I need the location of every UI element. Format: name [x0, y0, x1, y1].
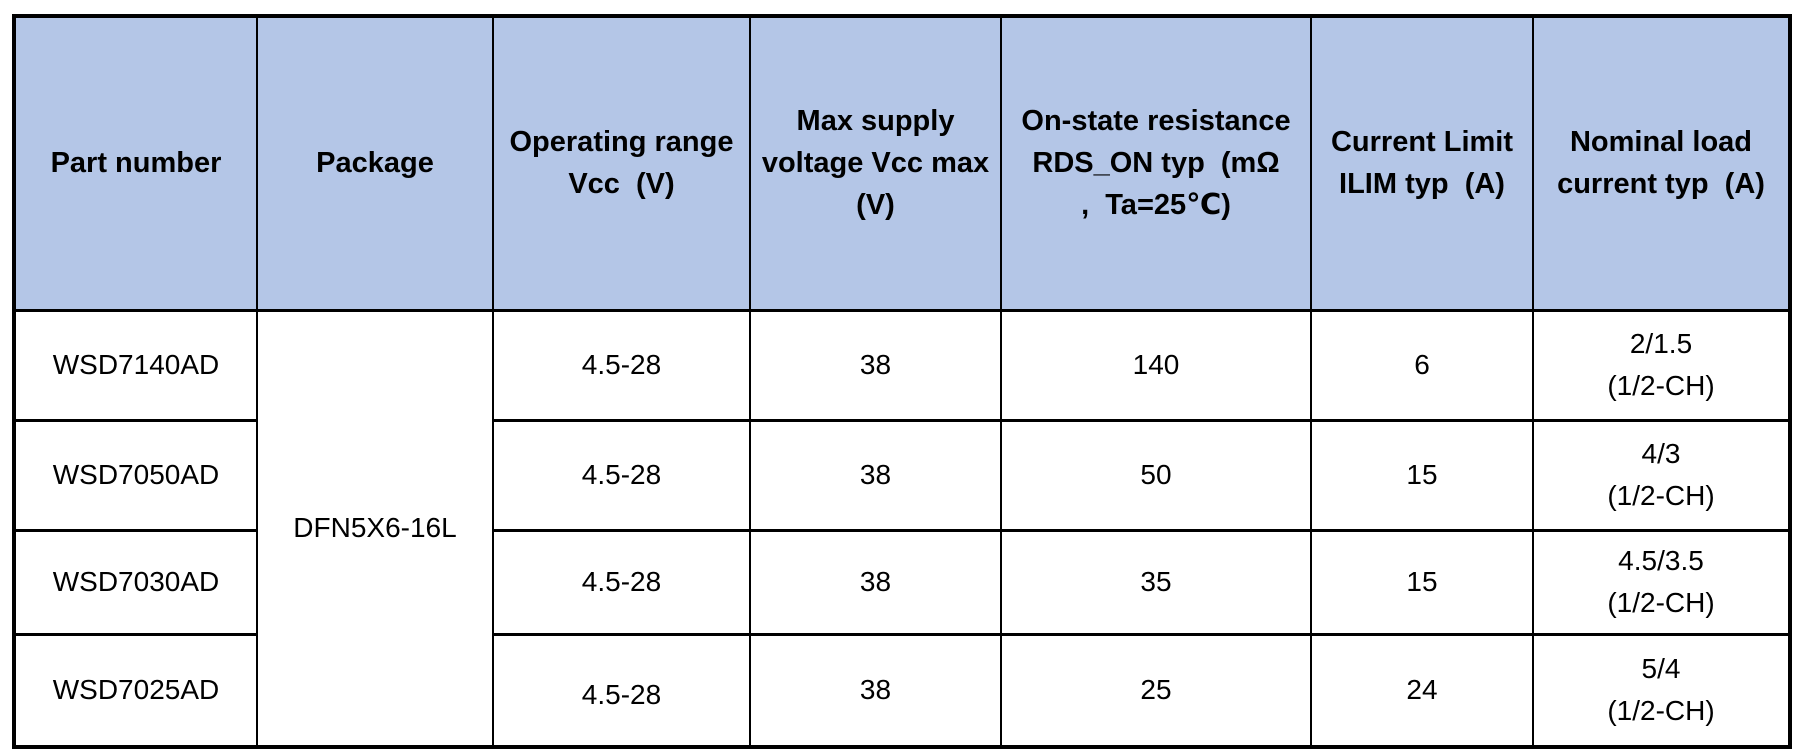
cell-part-number: WSD7050AD [13, 418, 258, 532]
header-part-number: Part number [13, 14, 258, 312]
cell-current-limit: 6 [1310, 308, 1534, 422]
cell-operating-range: 4.5-28 [492, 418, 751, 532]
header-on-state-resistance: On-state resistance RDS_ON typ (mΩ , Ta=… [1000, 14, 1312, 312]
cell-current-limit: 15 [1310, 418, 1534, 532]
table-body: WSD7140AD DFN5X6-16L 4.5-28 38 140 6 2/1… [13, 308, 1791, 749]
header-max-supply-voltage: Max supply voltage Vcc max (V) [749, 14, 1002, 312]
header-current-limit: Current Limit ILIM typ (A) [1310, 14, 1534, 312]
cell-operating-range: 4.5-28 [492, 528, 751, 636]
cell-part-number: WSD7025AD [13, 632, 258, 749]
cell-max-supply-voltage: 38 [749, 308, 1002, 422]
cell-part-number: WSD7140AD [13, 308, 258, 422]
table-header: Part number Package Operating range Vcc … [13, 14, 1791, 312]
cell-on-state-resistance: 25 [1000, 632, 1312, 749]
cell-package-merged: DFN5X6-16L [256, 308, 494, 749]
operating-range-value: 4.5-28 [581, 679, 662, 711]
cell-on-state-resistance: 35 [1000, 528, 1312, 636]
cell-current-limit: 15 [1310, 528, 1534, 636]
product-selection-table: Part number Package Operating range Vcc … [12, 14, 1792, 749]
cell-max-supply-voltage: 38 [749, 528, 1002, 636]
cell-nominal-load-current: 5/4 (1/2-CH) [1532, 632, 1791, 749]
table-row-wsd7140ad: WSD7140AD DFN5X6-16L 4.5-28 38 140 6 2/1… [13, 308, 1791, 749]
cell-operating-range: 4.5-28 [492, 632, 751, 749]
cell-max-supply-voltage: 38 [749, 632, 1002, 749]
cell-part-number: WSD7030AD [13, 528, 258, 636]
cell-nominal-load-current: 4.5/3.5 (1/2-CH) [1532, 528, 1791, 636]
header-package: Package [256, 14, 494, 312]
header-operating-range: Operating range Vcc (V) [492, 14, 751, 312]
cell-on-state-resistance: 140 [1000, 308, 1312, 422]
cell-max-supply-voltage: 38 [749, 418, 1002, 532]
cell-operating-range: 4.5-28 [492, 308, 751, 422]
cell-current-limit: 24 [1310, 632, 1534, 749]
table-row-wsd7050ad: WSD7050AD 4.5-28 38 50 15 4/3 (1/2-CH) [13, 418, 1791, 532]
table-row-wsd7025ad: WSD7025AD 4.5-28 38 25 24 5/4 (1/2-CH) [13, 632, 1791, 749]
header-row: Part number Package Operating range Vcc … [13, 14, 1791, 312]
cell-nominal-load-current: 2/1.5 (1/2-CH) [1532, 308, 1791, 422]
cell-on-state-resistance: 50 [1000, 418, 1312, 532]
header-nominal-load-current: Nominal load current typ (A) [1532, 14, 1791, 312]
cell-nominal-load-current: 4/3 (1/2-CH) [1532, 418, 1791, 532]
table-row-wsd7030ad: WSD7030AD 4.5-28 38 35 15 4.5/3.5 (1/2-C… [13, 528, 1791, 636]
